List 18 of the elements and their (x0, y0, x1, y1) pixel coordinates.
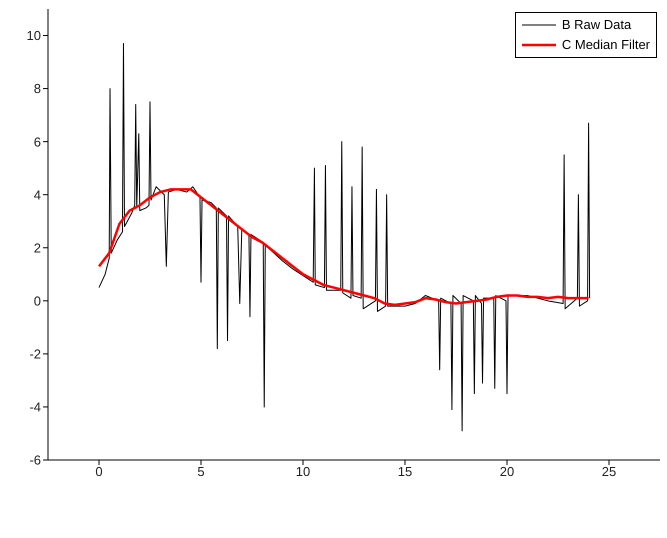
line-series (98, 188, 590, 306)
x-tick-label: 5 (197, 464, 205, 480)
x-tick-label: 20 (500, 464, 514, 480)
x-tick-label: 15 (398, 464, 412, 480)
y-tick-label: 8 (34, 81, 41, 96)
y-tick-label: 0 (34, 293, 41, 308)
y-tick-label: 6 (34, 134, 41, 150)
y-tick-label: 10 (26, 28, 41, 44)
legend-label: B Raw Data (562, 16, 632, 34)
y-tick-label: -2 (29, 346, 41, 362)
x-tick-label: 25 (602, 464, 616, 480)
legend-label: C Median Filter (562, 36, 650, 54)
y-tick-label: 4 (34, 187, 41, 202)
y-tick-label: -4 (29, 400, 41, 415)
y-tick-label: -6 (29, 452, 41, 468)
x-tick-label: 0 (95, 464, 103, 480)
x-tick-label: 10 (296, 464, 310, 480)
y-tick-label: 2 (34, 240, 41, 256)
